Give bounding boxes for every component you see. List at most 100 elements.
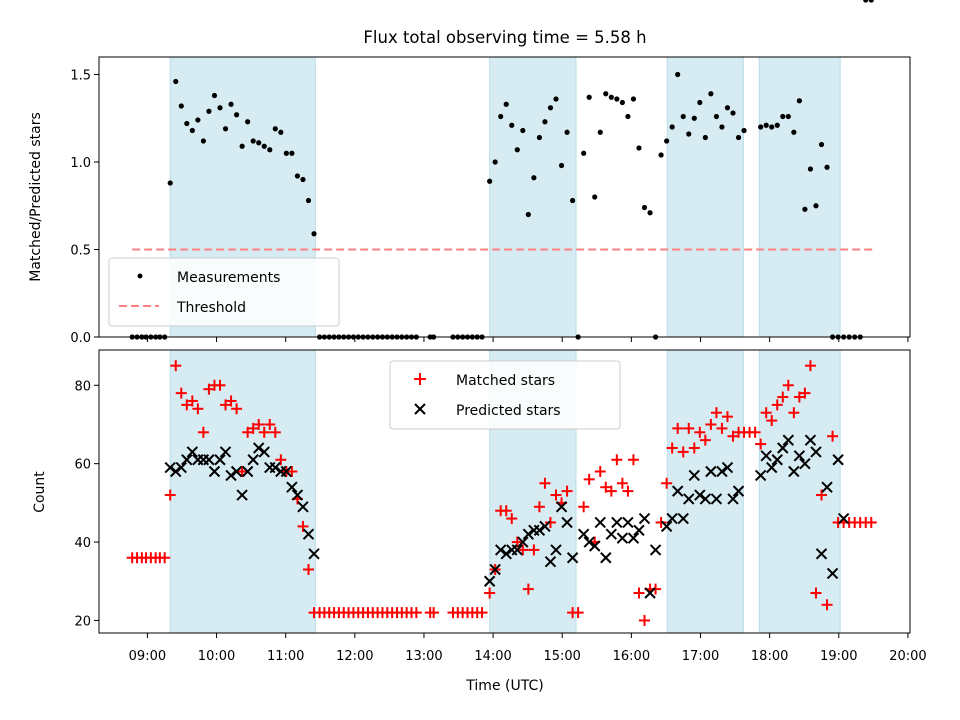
predicted-star-point [622,516,634,529]
matched-star-point [727,430,739,442]
matched-star-point [810,587,822,599]
predicted-star-point [544,555,557,568]
measurement-point [222,126,229,132]
measurement-point [586,94,592,100]
matched-star-point [600,481,612,493]
matched-star-point [539,477,551,489]
measurement-point [780,113,786,120]
top-legend-box [108,257,340,327]
matched-stars-points [126,360,877,626]
legend-measurements-marker [137,273,143,279]
predicted-star-point [727,493,739,505]
measurement-point [300,176,306,183]
matched-star-point [622,485,634,497]
measurement-point [735,134,742,141]
matched-star-point [170,360,182,372]
predicted-star-point [533,524,546,537]
matched-star-point [410,607,422,619]
bottom-y-tick-label: 40 [74,536,91,551]
measurement-point [724,105,731,111]
x-tick-label: 12:00 [336,649,373,664]
predicted-star-point [219,446,232,458]
measurement-point [503,101,509,107]
measurement-point [311,231,317,237]
measurement-point [211,92,218,99]
matched-star-point [159,552,171,564]
matched-star-point [721,411,733,423]
predicted-star-point [600,552,612,564]
predicted-star-point [236,489,248,501]
top-y-label: Matched/Predicted stars [28,112,44,282]
bottom-y-tick-label: 80 [74,379,91,394]
chart-title: Flux total observing time = 5.58 h [363,28,646,47]
predicted-star-point [782,434,795,446]
matched-star-point [517,544,529,556]
predicted-star-point [583,536,595,548]
top-y-tick-label: 0.5 [70,244,91,259]
predicted-star-point [258,446,270,458]
predicted-star-point [605,528,618,540]
predicted-star-point [203,454,215,466]
predicted-star-point [638,512,651,525]
measurement-point [178,103,184,109]
measurement-point [592,194,598,200]
predicted-star-point [804,434,817,446]
predicted-star-point [826,567,839,580]
top-shaded-interval-3 [758,56,841,338]
legend-predicted-label: Predicted stars [456,403,561,419]
measurement-point [697,99,703,106]
matched-star-point [269,426,281,438]
measurement-point [239,143,245,149]
measurement-point [636,145,642,151]
measurement-point [189,127,195,134]
matched-star-point [225,395,237,407]
bottom-legend-box [389,360,621,430]
top-shaded-interval-2 [666,56,744,338]
predicted-star-point [489,563,501,576]
legend-measurements-label: Measurements [177,270,280,286]
matched-star-point [782,379,794,391]
measurement-point [630,96,637,102]
matched-star-point [799,387,811,399]
measurement-point [824,164,830,170]
matched-star-point [827,430,839,442]
matched-star-point [788,407,800,419]
measurement-point [658,152,664,158]
predicted-star-point [644,587,656,599]
matched-star-point [197,426,209,438]
measurement-point [206,108,212,114]
measurement-point [547,105,554,111]
matched-star-point [186,395,198,407]
matched-star-point [655,516,667,528]
measurement-point [283,150,289,156]
measurement-point [173,78,179,85]
top-x-ticks [146,337,909,342]
predicted-star-point [710,493,723,505]
predicted-star-point [589,540,601,552]
measurement-point [791,129,797,135]
matched-star-point [544,516,556,528]
measurement-point [250,138,256,144]
matched-star-point [484,587,496,599]
predicted-star-point [594,516,606,529]
matched-star-point [766,415,778,427]
measurement-point [536,134,543,141]
matched-star-point [428,607,440,619]
matched-star-point [302,564,314,576]
x-tick-label: 18:00 [751,649,788,664]
predicted-star-point [181,454,193,466]
measurement-point [597,129,603,135]
matched-star-point [247,422,259,434]
predicted-star-point [649,544,662,556]
bottom-y-axis: 20 40 60 80 [74,379,99,629]
matched-star-point [476,607,488,619]
matched-star-point [220,399,232,411]
x-axis-label: Time (UTC) [465,678,543,694]
measurement-point [675,71,681,78]
measurement-point [669,124,675,130]
predicted-star-point [799,457,811,470]
predicted-star-point [616,532,629,544]
x-tick-label: 19:00 [820,649,857,664]
